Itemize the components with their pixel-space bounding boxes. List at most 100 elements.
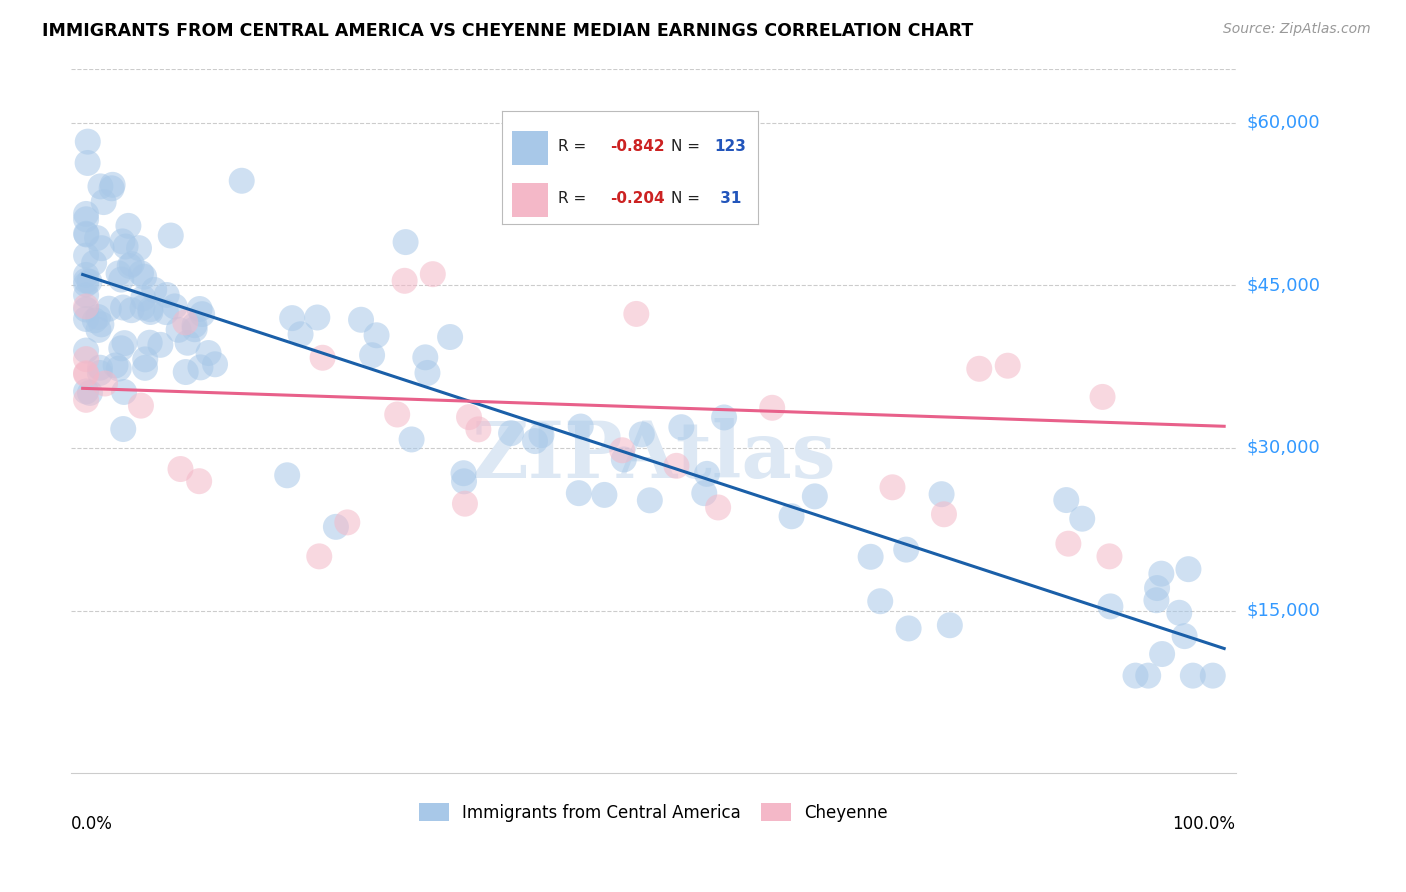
- Point: [671, 420, 693, 434]
- Point: [129, 266, 152, 280]
- Point: [896, 542, 918, 557]
- Point: [439, 330, 461, 344]
- Point: [638, 493, 661, 508]
- Point: [281, 311, 304, 326]
- Point: [453, 467, 475, 481]
- Point: [1174, 629, 1197, 643]
- Point: [967, 361, 990, 376]
- Point: [75, 368, 97, 382]
- Point: [897, 622, 920, 636]
- Point: [97, 301, 120, 316]
- Point: [453, 475, 475, 489]
- Text: $45,000: $45,000: [1247, 277, 1320, 294]
- Point: [713, 410, 735, 425]
- Point: [129, 399, 152, 413]
- Point: [114, 239, 136, 253]
- Point: [117, 219, 139, 233]
- Point: [1177, 562, 1199, 576]
- Point: [112, 422, 135, 436]
- Point: [696, 467, 718, 481]
- Point: [100, 181, 122, 195]
- Point: [75, 277, 97, 292]
- Point: [79, 385, 101, 400]
- Text: Source: ZipAtlas.com: Source: ZipAtlas.com: [1223, 22, 1371, 37]
- Point: [325, 520, 347, 534]
- Point: [422, 267, 444, 281]
- Point: [1150, 566, 1173, 581]
- Text: 100.0%: 100.0%: [1173, 815, 1236, 833]
- Point: [75, 366, 97, 380]
- Point: [143, 283, 166, 297]
- Point: [630, 427, 652, 442]
- Point: [107, 266, 129, 280]
- Point: [1098, 549, 1121, 564]
- Point: [204, 357, 226, 371]
- Point: [111, 235, 134, 249]
- Point: [1057, 536, 1080, 550]
- Point: [882, 480, 904, 494]
- Point: [387, 408, 409, 422]
- Point: [75, 392, 97, 407]
- Point: [188, 474, 211, 488]
- Point: [290, 327, 312, 342]
- Point: [132, 291, 155, 305]
- Point: [114, 336, 136, 351]
- Point: [174, 365, 197, 379]
- Point: [859, 549, 882, 564]
- Point: [155, 305, 177, 319]
- Point: [1144, 593, 1167, 607]
- Point: [1137, 668, 1160, 682]
- Point: [530, 428, 553, 442]
- Point: [87, 310, 110, 324]
- Point: [75, 343, 97, 358]
- Point: [169, 462, 191, 476]
- Text: ZIPAtlas: ZIPAtlas: [471, 418, 835, 494]
- Point: [501, 426, 523, 441]
- Point: [121, 257, 143, 271]
- Point: [190, 360, 212, 375]
- Point: [101, 178, 124, 192]
- Point: [139, 302, 162, 317]
- Point: [197, 346, 219, 360]
- Point: [1054, 493, 1077, 508]
- Point: [134, 269, 156, 284]
- Point: [75, 207, 97, 221]
- Point: [350, 312, 373, 326]
- Point: [112, 301, 135, 315]
- Point: [593, 488, 616, 502]
- Point: [416, 366, 439, 380]
- Point: [104, 359, 127, 373]
- Point: [76, 227, 98, 242]
- Point: [134, 360, 156, 375]
- Point: [75, 248, 97, 262]
- Point: [176, 335, 198, 350]
- Point: [231, 174, 253, 188]
- Point: [89, 366, 111, 380]
- Point: [454, 497, 477, 511]
- Point: [83, 256, 105, 270]
- Point: [308, 549, 330, 564]
- Point: [93, 195, 115, 210]
- Point: [307, 310, 329, 325]
- Point: [932, 508, 955, 522]
- Text: $15,000: $15,000: [1247, 601, 1320, 620]
- Point: [1202, 668, 1225, 682]
- Point: [467, 422, 489, 436]
- Point: [79, 275, 101, 289]
- Point: [336, 516, 359, 530]
- Text: 0.0%: 0.0%: [72, 815, 112, 833]
- Point: [75, 227, 97, 241]
- Point: [1181, 668, 1204, 682]
- Point: [1071, 511, 1094, 525]
- Point: [1125, 668, 1147, 682]
- Point: [75, 288, 97, 302]
- Point: [361, 348, 384, 362]
- Point: [612, 443, 634, 458]
- Point: [458, 410, 481, 425]
- Point: [665, 458, 688, 473]
- Point: [188, 301, 211, 316]
- Point: [394, 274, 416, 288]
- Point: [87, 323, 110, 337]
- Point: [159, 228, 181, 243]
- Text: $60,000: $60,000: [1247, 113, 1320, 132]
